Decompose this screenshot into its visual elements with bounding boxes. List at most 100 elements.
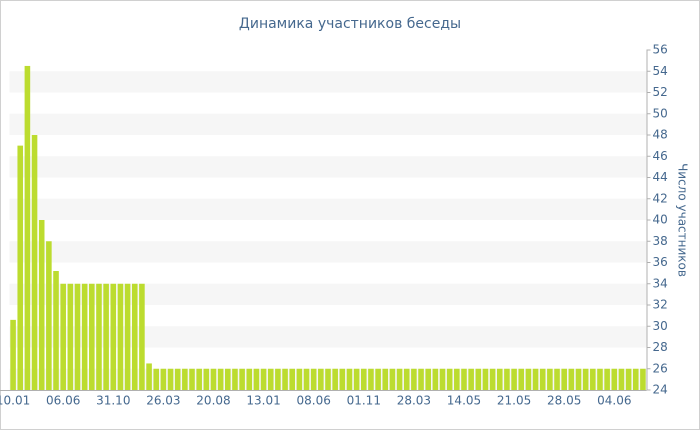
bar [318, 368, 324, 390]
y-tick-label: 42 [653, 191, 668, 205]
bar [346, 368, 353, 390]
bar [432, 368, 439, 390]
x-tick-label: 08.06 [297, 394, 331, 408]
bar [403, 368, 410, 390]
bar [539, 368, 546, 390]
bar [590, 368, 596, 390]
bar [46, 241, 52, 390]
bar [139, 283, 145, 390]
bar [446, 368, 453, 390]
bar [267, 368, 274, 390]
grid-band [9, 241, 647, 263]
bar [60, 283, 66, 390]
bar [303, 368, 310, 390]
x-tick-label: 21.05 [497, 394, 531, 408]
y-tick-label: 44 [653, 170, 668, 184]
grid-band [9, 326, 647, 348]
y-tick-label: 32 [653, 298, 668, 312]
bar [146, 363, 152, 390]
bar [625, 368, 632, 390]
bar [153, 368, 160, 390]
bar [554, 368, 560, 390]
bar [17, 145, 24, 390]
bar [160, 368, 167, 390]
y-tick-label: 34 [653, 276, 668, 290]
bar [532, 368, 539, 390]
bar [167, 368, 174, 390]
bar [174, 368, 181, 390]
bar [597, 368, 603, 390]
bar [24, 65, 31, 390]
bar [260, 368, 267, 390]
bar [182, 368, 188, 390]
bar [253, 368, 260, 390]
bar [31, 135, 38, 390]
bar [275, 368, 281, 390]
bar [339, 368, 346, 390]
bar [103, 283, 109, 390]
bar [225, 368, 231, 390]
bar [611, 368, 618, 390]
grid-band [9, 113, 647, 135]
grid-band [9, 156, 647, 178]
bar [475, 368, 482, 390]
grid-band [9, 283, 647, 305]
bar [575, 368, 582, 390]
y-tick-label: 56 [653, 43, 668, 57]
bar [511, 368, 517, 390]
x-tick-label: 13.01 [246, 394, 280, 408]
bar [389, 368, 396, 390]
y-tick-label: 48 [653, 128, 668, 142]
y-tick-label: 50 [653, 106, 668, 120]
x-tick-label: 10.01 [0, 394, 30, 408]
y-axis-label: Число участников [676, 163, 690, 277]
bar [210, 368, 217, 390]
bar [375, 368, 381, 390]
bar [117, 283, 124, 390]
bar [217, 368, 224, 390]
y-tick-label: 52 [653, 85, 668, 99]
bar [81, 283, 88, 390]
y-tick-label: 26 [653, 361, 668, 375]
bar [189, 368, 195, 390]
bar [353, 368, 360, 390]
bar [67, 283, 74, 390]
bar [547, 368, 553, 390]
bar [582, 368, 589, 390]
bar [489, 368, 496, 390]
bar [525, 368, 532, 390]
bar [325, 368, 331, 390]
bar [368, 368, 374, 390]
bar [568, 368, 575, 390]
chart-title: Динамика участников беседы [239, 16, 461, 32]
bar [203, 368, 210, 390]
bar [289, 368, 296, 390]
bar [418, 368, 424, 390]
x-tick-label: 04.06 [597, 394, 631, 408]
bar [618, 368, 625, 390]
bar [360, 368, 367, 390]
bar [518, 368, 525, 390]
bar [89, 283, 95, 390]
y-tick-label: 24 [653, 383, 668, 397]
bar [640, 368, 646, 390]
x-tick-label: 06.06 [46, 394, 80, 408]
bar [632, 368, 639, 390]
y-tick-label: 46 [653, 149, 668, 163]
bar [425, 368, 431, 390]
bar [296, 368, 303, 390]
bar [196, 368, 202, 390]
bar [38, 220, 45, 390]
bar [504, 368, 510, 390]
bar [124, 283, 131, 390]
bar [454, 368, 460, 390]
bar [232, 368, 238, 390]
y-tick-label: 38 [653, 234, 668, 248]
x-tick-label: 28.05 [547, 394, 581, 408]
bar [110, 283, 117, 390]
bar [96, 283, 102, 390]
y-tick-label: 36 [653, 255, 668, 269]
bar [461, 368, 467, 390]
grid-band [9, 198, 647, 220]
